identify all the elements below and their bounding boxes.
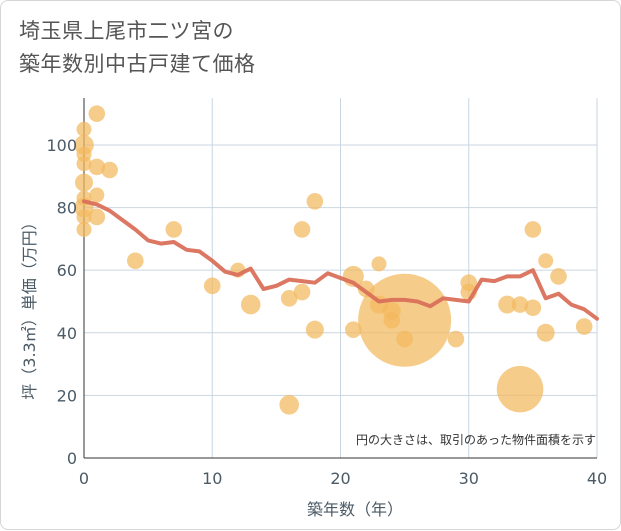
bubble-size-note: 円の大きさは、取引のあった物件面積を示す [356,432,596,447]
bubble-point [240,294,261,315]
y-tick-label: 20 [57,386,77,405]
x-tick-label: 0 [79,469,89,488]
bubble-point [524,299,542,317]
bubble-point [293,221,311,238]
bubble-point [496,365,544,413]
y-tick-label: 60 [57,261,77,280]
bubble-point [575,318,593,335]
title-line-2: 築年数別中古戸建て価格 [19,52,256,76]
bubble-point [371,256,387,272]
trend-line-series [82,199,599,321]
x-tick-label: 20 [330,469,350,488]
bubble-series [74,105,593,415]
bubble-point [358,273,452,367]
y-axis-title: 坪（3.3㎡）単価（万円） [20,214,39,399]
bubble-point [538,253,554,269]
x-tick-label: 30 [459,469,479,488]
title-line-1: 埼玉県上尾市二ツ宮の [19,19,234,43]
y-tick-label: 100 [46,136,77,155]
axis-ticks: 0 10 20 30 40 0 20 40 60 80 100 [46,136,607,488]
bubble-point [279,394,300,415]
chart-title: 埼玉県上尾市二ツ宮の 築年数別中古戸建て価格 [19,15,256,81]
bubble-point [536,323,555,342]
bubble-point [76,209,92,225]
y-tick-label: 80 [57,199,77,218]
bubble-point [88,158,106,176]
bubble-point [88,105,106,122]
bubble-point [447,330,465,348]
bubble-point [88,208,106,226]
bubble-point [76,221,92,237]
bubble-point [293,283,311,301]
x-tick-label: 40 [587,469,607,488]
bubble-point [75,173,93,192]
y-tick-label: 40 [57,324,77,343]
bubble-point [76,121,92,137]
bubble-point [511,296,529,313]
bubble-point [165,221,183,238]
bubble-point [306,193,324,210]
bubble-point [101,161,118,179]
bubble-point [524,221,542,238]
y-tick-label: 0 [67,449,77,468]
bubble-point [550,268,567,285]
trend-line [82,199,599,321]
x-axis-title: 築年数（年） [307,500,403,519]
bubble-point [89,187,105,203]
bubble-point [76,156,92,172]
bubble-point [305,320,324,339]
bubble-point [127,252,144,270]
bubble-point [280,290,298,307]
bubble-point [498,295,517,314]
bubble-point [203,277,221,295]
bubble-point [396,330,413,348]
bubble-point [345,321,362,338]
x-tick-label: 10 [202,469,222,488]
